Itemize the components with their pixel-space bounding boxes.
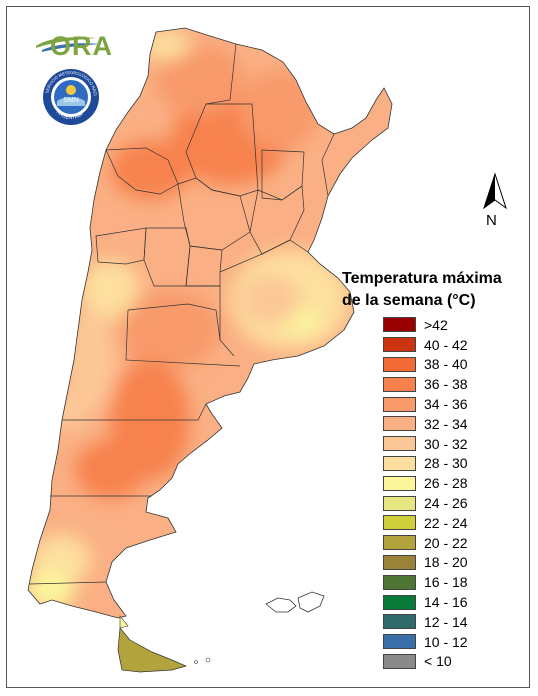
- argentina-outline: [27, 27, 393, 619]
- north-arrow-icon: [483, 172, 507, 210]
- legend-title: Temperatura máxima de la semana (°C): [342, 268, 532, 312]
- legend-label: 28 - 30: [424, 455, 468, 472]
- legend-label: 16 - 18: [424, 574, 468, 591]
- legend-item: < 10: [383, 652, 468, 672]
- tierra-del-fuego: [117, 627, 188, 673]
- legend-swatch: [383, 535, 416, 551]
- seal-center-text: SMN: [63, 97, 79, 104]
- legend-item: 18 - 20: [383, 553, 468, 573]
- legend-label: 36 - 38: [424, 376, 468, 393]
- legend-swatch: [383, 317, 416, 333]
- legend: >42 40 - 42 38 - 40 36 - 38 34 - 36 32 - 34 30…: [383, 315, 468, 671]
- legend-item: 38 - 40: [383, 355, 468, 375]
- legend-swatch: [383, 436, 416, 452]
- legend-item: 36 - 38: [383, 374, 468, 394]
- legend-item: 26 - 28: [383, 473, 468, 493]
- legend-swatch: [383, 554, 416, 570]
- small-islands: [194, 657, 211, 664]
- ora-logo-text: ORA: [50, 31, 113, 61]
- province-boundaries: [29, 43, 335, 585]
- legend-swatch: [383, 594, 416, 610]
- legend-label: 12 - 14: [424, 613, 468, 630]
- legend-item: 28 - 30: [383, 454, 468, 474]
- legend-swatch: [383, 416, 416, 432]
- legend-item: 24 - 26: [383, 493, 468, 513]
- legend-item: 40 - 42: [383, 335, 468, 355]
- legend-title-line-2: de la semana (°C): [342, 292, 476, 309]
- legend-swatch: [383, 515, 416, 531]
- legend-label: 10 - 12: [424, 633, 468, 650]
- legend-label: 38 - 40: [424, 356, 468, 373]
- legend-label: 32 - 34: [424, 415, 468, 432]
- legend-label: 18 - 20: [424, 554, 468, 571]
- legend-swatch: [383, 634, 416, 650]
- legend-swatch: [383, 475, 416, 491]
- legend-swatch: [383, 376, 416, 392]
- legend-item: 22 - 24: [383, 513, 468, 533]
- legend-swatch: [383, 337, 416, 353]
- legend-label: 26 - 28: [424, 475, 468, 492]
- legend-label: 24 - 26: [424, 495, 468, 512]
- malvinas-islands: [265, 591, 325, 613]
- legend-title-line-1: Temperatura máxima: [342, 270, 502, 287]
- legend-label: 30 - 32: [424, 435, 468, 452]
- legend-swatch: [383, 455, 416, 471]
- legend-swatch: [383, 653, 416, 669]
- legend-item: >42: [383, 315, 468, 335]
- legend-label: 20 - 22: [424, 534, 468, 551]
- legend-label: >42: [424, 316, 448, 333]
- legend-swatch: [383, 495, 416, 511]
- legend-swatch: [383, 614, 416, 630]
- legend-label: 22 - 24: [424, 514, 468, 531]
- legend-item: 32 - 34: [383, 414, 468, 434]
- legend-item: 34 - 36: [383, 394, 468, 414]
- legend-item: 20 - 22: [383, 533, 468, 553]
- legend-item: 12 - 14: [383, 612, 468, 632]
- svg-text:ARGENTINA: ARGENTINA: [55, 109, 85, 121]
- seal-bottom-text: ARGENTINA: [55, 109, 85, 121]
- legend-item: 16 - 18: [383, 572, 468, 592]
- legend-label: 14 - 16: [424, 594, 468, 611]
- legend-item: 30 - 32: [383, 434, 468, 454]
- legend-item: 10 - 12: [383, 632, 468, 652]
- legend-swatch: [383, 356, 416, 372]
- legend-label: 40 - 42: [424, 336, 468, 353]
- legend-item: 14 - 16: [383, 592, 468, 612]
- legend-label: < 10: [424, 653, 452, 670]
- legend-swatch: [383, 574, 416, 590]
- legend-swatch: [383, 396, 416, 412]
- north-label: N: [486, 212, 497, 229]
- ora-logo: [36, 37, 100, 52]
- smn-seal: SMN SERVICIO METEOROLOGICO NACIONAL ARGE…: [42, 68, 99, 125]
- legend-label: 34 - 36: [424, 396, 468, 413]
